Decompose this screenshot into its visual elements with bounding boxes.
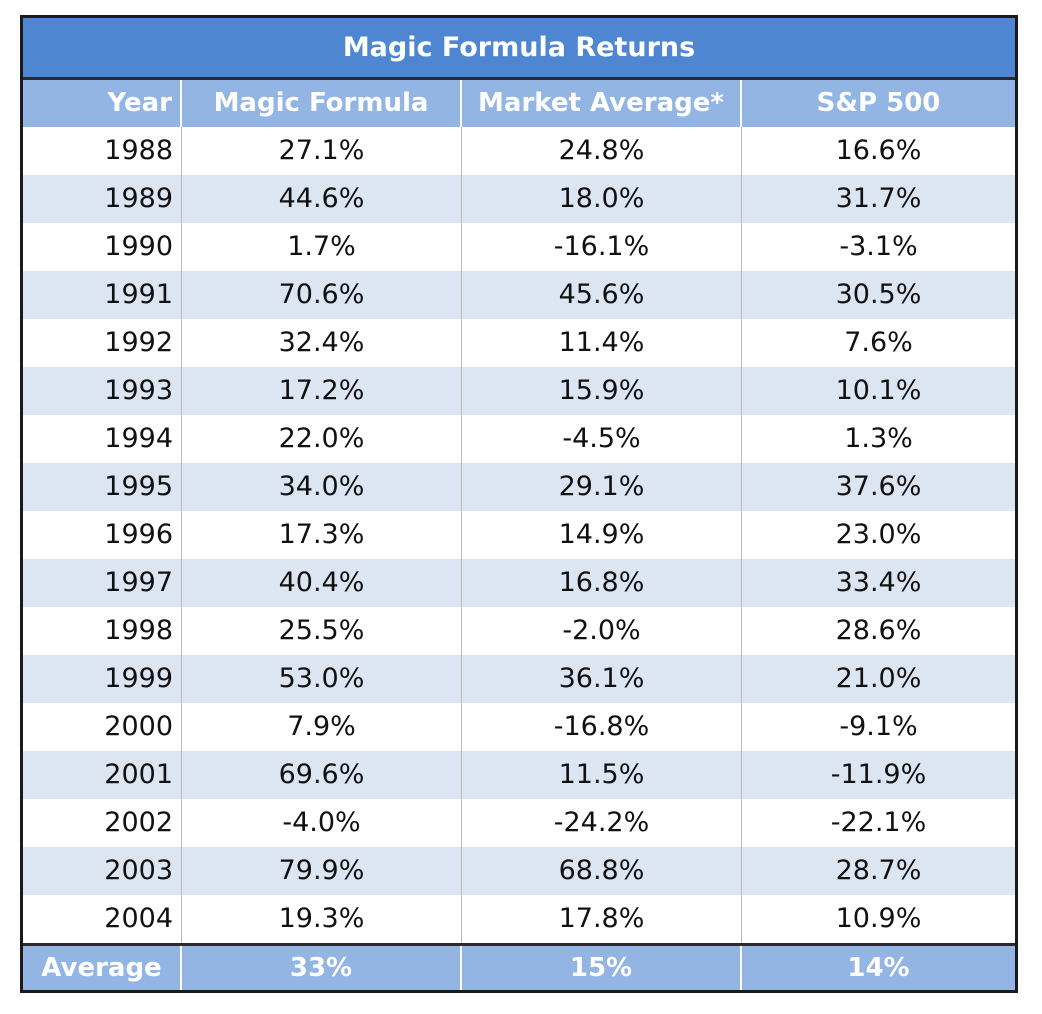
- header-market-average: Market Average*: [462, 79, 742, 127]
- table-row: 1989 44.6% 18.0% 31.7%: [23, 174, 1015, 223]
- cell-magic-formula: 70.6%: [182, 270, 462, 319]
- cell-market-average: 29.1%: [462, 462, 742, 511]
- cell-magic-formula: 7.9%: [182, 702, 462, 751]
- table-row: 1995 34.0% 29.1% 37.6%: [23, 462, 1015, 511]
- cell-magic-formula: -4.0%: [182, 798, 462, 847]
- table-row: 1994 22.0% -4.5% 1.3%: [23, 414, 1015, 463]
- cell-market-average: -16.8%: [462, 702, 742, 751]
- cell-sp500: 16.6%: [835, 135, 922, 167]
- cell-market-average: 15.9%: [462, 366, 742, 415]
- cell-sp500: -3.1%: [839, 231, 918, 263]
- cell-sp500: 1.3%: [844, 423, 913, 455]
- cell-sp500: 28.7%: [835, 855, 922, 887]
- average-market-average: 15%: [462, 945, 742, 991]
- cell-year: 1999: [23, 654, 182, 703]
- cell-year: 1997: [23, 558, 182, 607]
- table-row: 1997 40.4% 16.8% 33.4%: [23, 558, 1015, 607]
- table-row: 2003 79.9% 68.8% 28.7%: [23, 846, 1015, 895]
- cell-magic-formula: 69.6%: [182, 750, 462, 799]
- cell-year: 2002: [23, 798, 182, 847]
- cell-magic-formula: 32.4%: [182, 318, 462, 367]
- cell-sp500: 33.4%: [835, 567, 922, 599]
- cell-sp500: 37.6%: [835, 471, 922, 503]
- cell-magic-formula: 1.7%: [182, 222, 462, 271]
- returns-table: Magic Formula Returns Year Magic Formula…: [20, 15, 1018, 993]
- cell-magic-formula: 53.0%: [182, 654, 462, 703]
- cell-market-average: 24.8%: [462, 126, 742, 175]
- table-row: 1992 32.4% 11.4% 7.6%: [23, 318, 1015, 367]
- table-title: Magic Formula Returns: [23, 18, 1015, 80]
- cell-magic-formula: 25.5%: [182, 606, 462, 655]
- cell-market-average: 11.4%: [462, 318, 742, 367]
- average-label: Average: [23, 945, 182, 991]
- average-row: Average 33% 15% 14%: [23, 942, 1015, 991]
- table-body: 1988 27.1% 24.8% 16.6% 1989 44.6% 18.0% 31.7% 19…: [23, 126, 1015, 943]
- table-row: 2004 19.3% 17.8% 10.9%: [23, 894, 1015, 943]
- cell-market-average: 68.8%: [462, 846, 742, 895]
- cell-market-average: -4.5%: [462, 414, 742, 463]
- cell-magic-formula: 40.4%: [182, 558, 462, 607]
- cell-magic-formula: 22.0%: [182, 414, 462, 463]
- cell-year: 1988: [23, 126, 182, 175]
- cell-market-average: -16.1%: [462, 222, 742, 271]
- table-row: 1993 17.2% 15.9% 10.1%: [23, 366, 1015, 415]
- header-magic-formula: Magic Formula: [182, 79, 462, 127]
- table-row: 1998 25.5% -2.0% 28.6%: [23, 606, 1015, 655]
- table-row: 2001 69.6% 11.5% -11.9%: [23, 750, 1015, 799]
- cell-magic-formula: 19.3%: [182, 894, 462, 943]
- cell-magic-formula: 79.9%: [182, 846, 462, 895]
- cell-sp500: 10.9%: [835, 903, 922, 935]
- cell-year: 1993: [23, 366, 182, 415]
- cell-magic-formula: 17.3%: [182, 510, 462, 559]
- cell-market-average: 11.5%: [462, 750, 742, 799]
- cell-sp500: 31.7%: [835, 183, 922, 215]
- cell-sp500: -11.9%: [830, 759, 927, 791]
- table-row: 1991 70.6% 45.6% 30.5%: [23, 270, 1015, 319]
- table-row: 1988 27.1% 24.8% 16.6%: [23, 126, 1015, 175]
- cell-year: 2003: [23, 846, 182, 895]
- cell-year: 1990: [23, 222, 182, 271]
- cell-market-average: 45.6%: [462, 270, 742, 319]
- cell-sp500: 30.5%: [835, 279, 922, 311]
- cell-market-average: 14.9%: [462, 510, 742, 559]
- cell-market-average: -2.0%: [462, 606, 742, 655]
- table-row: 2000 7.9% -16.8% -9.1%: [23, 702, 1015, 751]
- average-sp500: 14%: [847, 952, 910, 983]
- cell-year: 1991: [23, 270, 182, 319]
- cell-sp500: -9.1%: [839, 711, 918, 743]
- table-row: 2002 -4.0% -24.2% -22.1%: [23, 798, 1015, 847]
- cell-sp500: -22.1%: [830, 807, 927, 839]
- cell-year: 2000: [23, 702, 182, 751]
- cell-magic-formula: 44.6%: [182, 174, 462, 223]
- table-row: 1990 1.7% -16.1% -3.1%: [23, 222, 1015, 271]
- cell-market-average: 16.8%: [462, 558, 742, 607]
- header-row: Year Magic Formula Market Average* S&P 5…: [23, 79, 1015, 127]
- cell-magic-formula: 27.1%: [182, 126, 462, 175]
- cell-year: 1989: [23, 174, 182, 223]
- cell-year: 1995: [23, 462, 182, 511]
- cell-market-average: 17.8%: [462, 894, 742, 943]
- cell-sp500: 10.1%: [835, 375, 922, 407]
- cell-year: 2004: [23, 894, 182, 943]
- header-year: Year: [23, 79, 182, 127]
- header-sp500: S&P 500: [816, 88, 941, 119]
- cell-year: 1996: [23, 510, 182, 559]
- cell-sp500: 21.0%: [835, 663, 922, 695]
- cell-year: 2001: [23, 750, 182, 799]
- table-row: 1996 17.3% 14.9% 23.0%: [23, 510, 1015, 559]
- average-magic-formula: 33%: [182, 945, 462, 991]
- cell-year: 1992: [23, 318, 182, 367]
- cell-year: 1998: [23, 606, 182, 655]
- cell-sp500: 28.6%: [835, 615, 922, 647]
- cell-sp500: 7.6%: [844, 327, 913, 359]
- cell-market-average: 36.1%: [462, 654, 742, 703]
- cell-sp500: 23.0%: [835, 519, 922, 551]
- cell-year: 1994: [23, 414, 182, 463]
- cell-magic-formula: 17.2%: [182, 366, 462, 415]
- cell-market-average: 18.0%: [462, 174, 742, 223]
- cell-market-average: -24.2%: [462, 798, 742, 847]
- table-row: 1999 53.0% 36.1% 21.0%: [23, 654, 1015, 703]
- cell-magic-formula: 34.0%: [182, 462, 462, 511]
